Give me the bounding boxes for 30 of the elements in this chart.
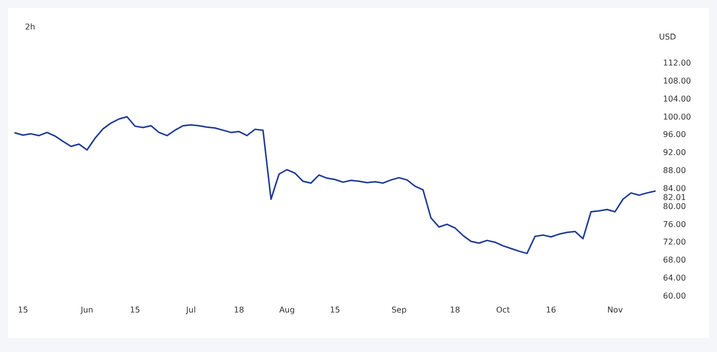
y-tick-label: 112.00 — [663, 58, 691, 68]
x-tick-label: Oct — [496, 306, 510, 314]
y-tick-label: 104.00 — [663, 94, 691, 104]
x-tick-label: Sep — [391, 306, 407, 314]
y-axis-title: USD — [659, 32, 676, 42]
y-tick-label: 72.00 — [663, 238, 686, 247]
y-tick-label: 68.00 — [663, 256, 686, 265]
x-tick-label: Nov — [607, 306, 624, 314]
chart-title: 2h — [25, 22, 36, 32]
y-tick-label: 82.01 — [663, 192, 686, 202]
x-tick-label: 18 — [450, 306, 460, 314]
x-tick-label: 18 — [234, 306, 244, 314]
line-series — [14, 116, 656, 254]
y-tick-label: 64.00 — [663, 274, 686, 283]
x-tick-label: Jun — [80, 306, 94, 314]
x-tick-label: 15 — [330, 306, 340, 314]
x-tick-label: 16 — [546, 306, 556, 314]
x-tick-label: 15 — [18, 306, 28, 314]
y-tick-label: 92.00 — [663, 148, 686, 158]
x-tick-label: Jul — [185, 306, 196, 314]
x-tick-label: Aug — [279, 306, 295, 314]
y-tick-label: 96.00 — [663, 130, 686, 140]
y-tick-label: 108.00 — [663, 76, 691, 86]
y-tick-label: 88.00 — [663, 166, 686, 176]
y-tick-label: 60.00 — [663, 292, 686, 300]
x-tick-label: 15 — [130, 306, 140, 314]
y-tick-label: 100.00 — [663, 112, 691, 122]
y-tick-label: 84.00 — [663, 184, 686, 193]
y-tick-label: 80.00 — [663, 202, 686, 211]
y-tick-label: 76.00 — [663, 220, 686, 229]
